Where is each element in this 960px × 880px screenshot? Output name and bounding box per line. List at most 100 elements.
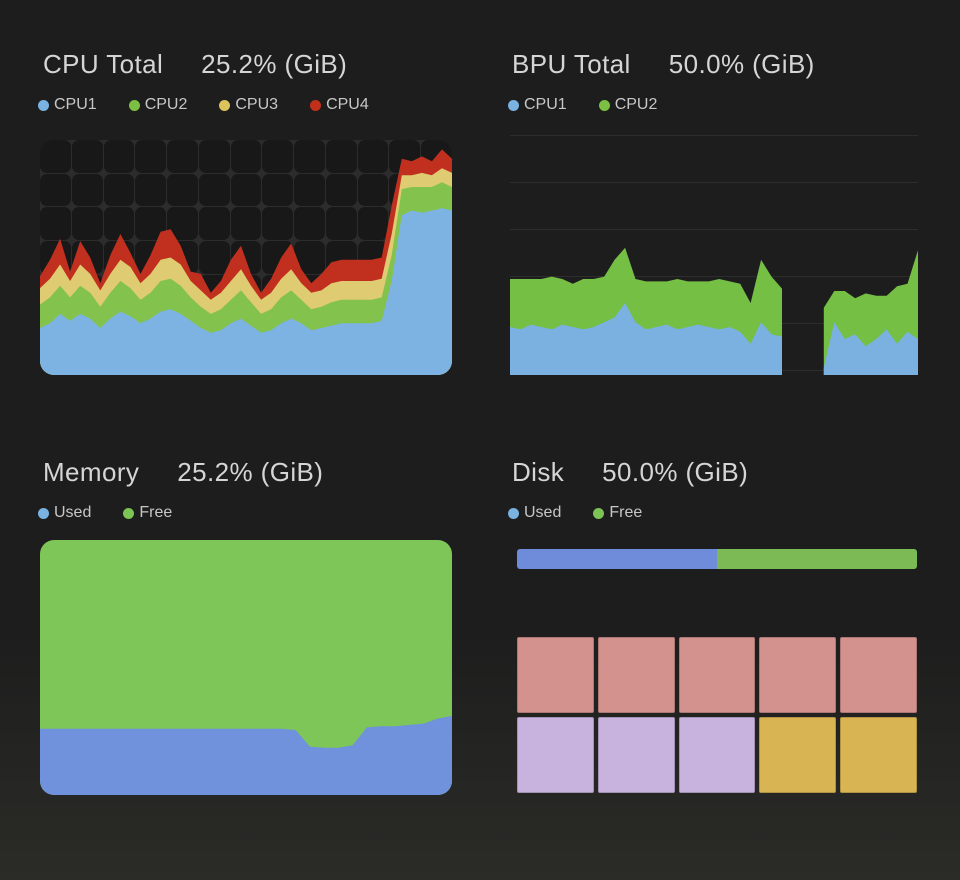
bpu-stacked-area bbox=[510, 247, 918, 375]
legend-label: Used bbox=[54, 504, 92, 521]
disk-block-0-1-pink[interactable] bbox=[597, 637, 675, 713]
grid-tile bbox=[167, 140, 198, 173]
disk-bar-free-segment bbox=[717, 549, 917, 569]
cpu-panel-title: CPU Total 25.2% (GiB) bbox=[43, 49, 347, 80]
legend-dot-icon bbox=[38, 507, 49, 519]
legend-dot-icon bbox=[593, 507, 605, 519]
grid-tile bbox=[103, 173, 135, 207]
grid-tile bbox=[135, 173, 167, 207]
grid-tile bbox=[294, 173, 325, 207]
legend-dot-icon bbox=[219, 99, 231, 111]
disk-block-1-3-gold[interactable] bbox=[759, 717, 837, 793]
grid-tile bbox=[230, 207, 262, 241]
cpu-usage-chart[interactable] bbox=[40, 140, 452, 375]
cpu-value-text: 25.2% (GiB) bbox=[201, 49, 348, 79]
memory-panel-title: Memory 25.2% (GiB) bbox=[43, 457, 323, 488]
grid-tile bbox=[230, 173, 262, 207]
legend-item-used[interactable]: Used bbox=[508, 504, 561, 522]
gridline bbox=[510, 229, 918, 230]
grid-tile bbox=[135, 140, 167, 173]
legend-label: CPU2 bbox=[614, 96, 658, 113]
disk-block-0-3-pink[interactable] bbox=[759, 637, 837, 713]
legend-label: Used bbox=[524, 504, 562, 521]
memory-title-text: Memory bbox=[43, 457, 140, 487]
grid-tile bbox=[262, 207, 294, 241]
legend-label: CPU1 bbox=[524, 96, 567, 113]
grid-tile bbox=[103, 207, 135, 241]
cpu-stacked-area bbox=[40, 149, 452, 375]
grid-tile bbox=[71, 173, 103, 207]
legend-dot-icon bbox=[598, 99, 610, 111]
cpu-legend: CPU1 CPU2 CPU3 CPU4 bbox=[38, 96, 369, 114]
legend-item-cpu1[interactable]: CPU1 bbox=[38, 96, 97, 114]
legend-item-cpu2[interactable]: CPU2 bbox=[598, 96, 658, 114]
grid-tile bbox=[294, 207, 325, 241]
memory-usage-chart[interactable] bbox=[40, 540, 452, 795]
grid-tile bbox=[325, 207, 357, 241]
grid-tile bbox=[262, 173, 294, 207]
grid-tile bbox=[230, 140, 262, 173]
grid-tile bbox=[198, 207, 230, 241]
disk-block-1-4-gold[interactable] bbox=[840, 717, 917, 793]
grid-tile bbox=[40, 173, 71, 207]
legend-item-cpu2[interactable]: CPU2 bbox=[128, 96, 187, 114]
grid-tile bbox=[40, 207, 71, 241]
grid-tile bbox=[198, 140, 230, 173]
legend-dot-icon bbox=[508, 507, 519, 519]
grid-tile bbox=[357, 140, 389, 173]
legend-item-used[interactable]: Used bbox=[38, 504, 91, 522]
legend-dot-icon bbox=[508, 99, 519, 111]
disk-block-1-2-lavender[interactable] bbox=[678, 717, 756, 793]
grid-tile bbox=[198, 173, 230, 207]
disk-block-grid bbox=[517, 637, 917, 793]
legend-item-free[interactable]: Free bbox=[593, 504, 642, 522]
legend-dot-icon bbox=[38, 99, 49, 111]
bpu-usage-chart[interactable] bbox=[510, 135, 918, 375]
grid-tile bbox=[294, 140, 325, 173]
grid-tile bbox=[325, 173, 357, 207]
disk-block-0-2-pink[interactable] bbox=[678, 637, 756, 713]
gridline bbox=[510, 276, 918, 277]
legend-dot-icon bbox=[310, 99, 322, 111]
disk-block-0-0-pink[interactable] bbox=[517, 637, 594, 713]
grid-tile bbox=[357, 207, 389, 241]
legend-item-cpu1[interactable]: CPU1 bbox=[508, 96, 567, 114]
grid-tile bbox=[167, 173, 198, 207]
bpu-legend: CPU1 CPU2 bbox=[508, 96, 657, 114]
disk-block-1-1-lavender[interactable] bbox=[597, 717, 675, 793]
grid-tile bbox=[71, 207, 103, 241]
cpu-title-text: CPU Total bbox=[43, 49, 164, 79]
memory-value-text: 25.2% (GiB) bbox=[177, 457, 324, 487]
legend-dot-icon bbox=[123, 507, 135, 519]
legend-item-cpu4[interactable]: CPU4 bbox=[310, 96, 369, 114]
grid-tile bbox=[198, 241, 230, 274]
legend-dot-icon bbox=[128, 99, 140, 111]
disk-usage-bar[interactable] bbox=[517, 549, 917, 569]
bpu-title-text: BPU Total bbox=[512, 49, 631, 79]
disk-block-0-4-pink[interactable] bbox=[840, 637, 917, 713]
bpu-value-text: 50.0% (GiB) bbox=[668, 49, 815, 79]
legend-item-cpu3[interactable]: CPU3 bbox=[219, 96, 278, 114]
legend-label: CPU3 bbox=[235, 96, 279, 113]
memory-stacked-area bbox=[40, 540, 452, 795]
grid-tile bbox=[357, 173, 389, 207]
legend-label: CPU4 bbox=[326, 96, 369, 113]
grid-tile bbox=[325, 140, 357, 173]
grid-tile bbox=[71, 140, 103, 173]
memory-legend: Used Free bbox=[38, 504, 172, 522]
disk-bar-used-segment bbox=[517, 549, 717, 569]
legend-label: Free bbox=[139, 504, 173, 521]
legend-item-free[interactable]: Free bbox=[123, 504, 172, 522]
bpu-panel-title: BPU Total 50.0% (GiB) bbox=[512, 49, 815, 80]
grid-tile bbox=[103, 140, 135, 173]
disk-value-text: 50.0% (GiB) bbox=[602, 457, 749, 487]
disk-legend: Used Free bbox=[508, 504, 642, 522]
gridline bbox=[510, 182, 918, 183]
legend-label: Free bbox=[609, 504, 643, 521]
disk-panel-title: Disk 50.0% (GiB) bbox=[512, 457, 748, 488]
legend-label: CPU1 bbox=[54, 96, 97, 113]
disk-block-1-0-lavender[interactable] bbox=[517, 717, 594, 793]
grid-tile bbox=[262, 140, 294, 173]
grid-tile bbox=[40, 140, 71, 173]
